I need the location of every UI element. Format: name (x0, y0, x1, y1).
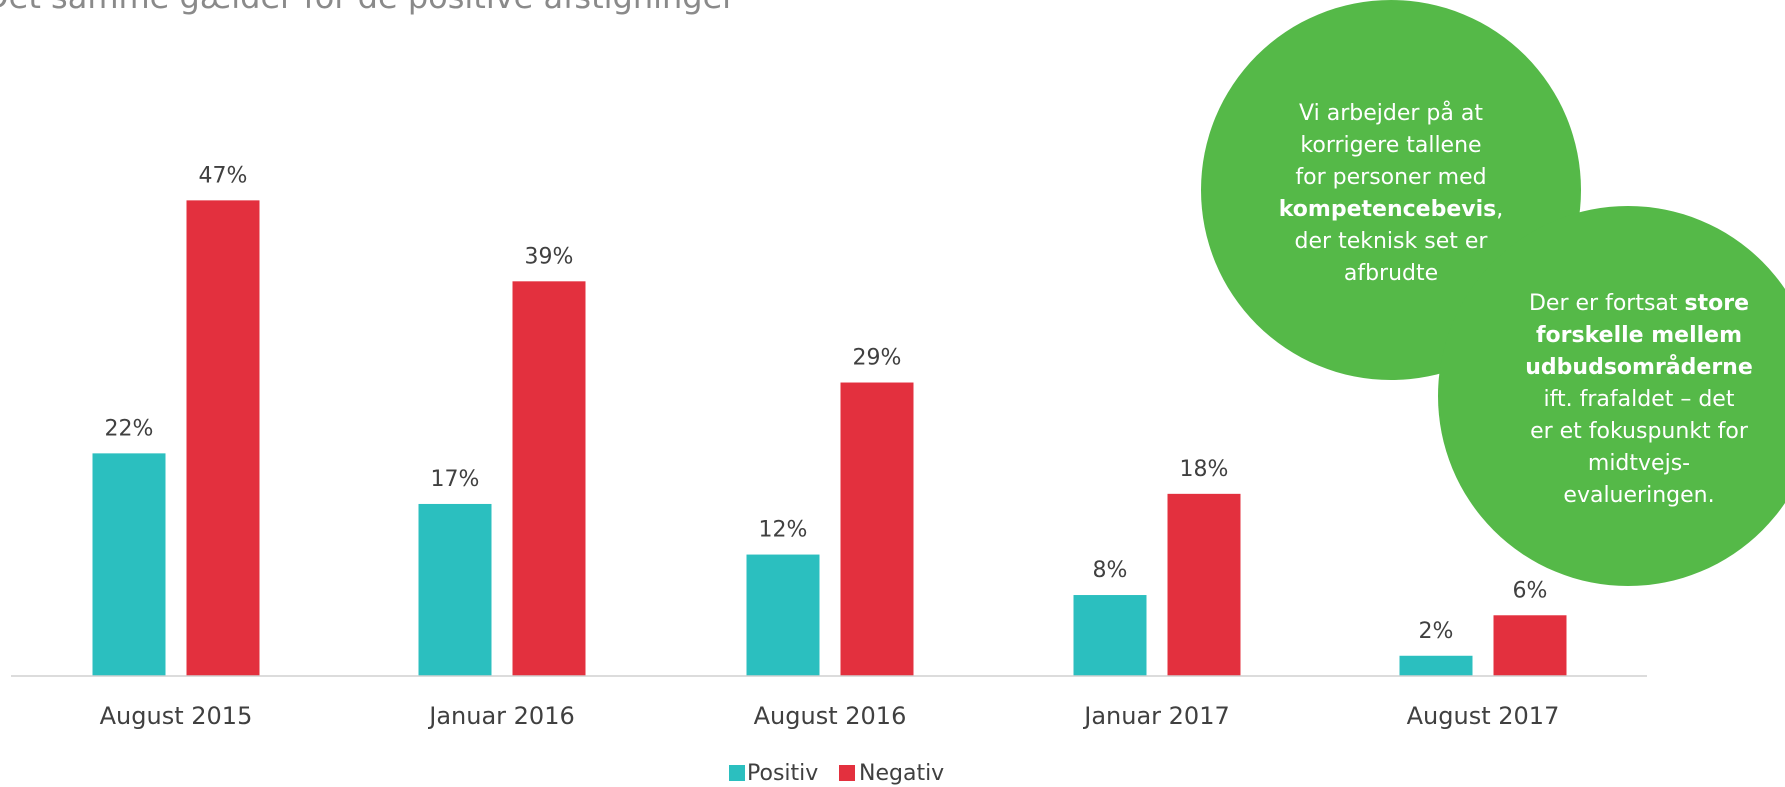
bar (1167, 493, 1241, 676)
x-tick-label: Januar 2017 (1082, 702, 1230, 730)
bar (1073, 595, 1147, 676)
x-tick-label: Januar 2016 (427, 702, 575, 730)
value-label: 8% (1093, 558, 1128, 583)
bubble-text-run: der teknisk set er (1295, 229, 1489, 254)
value-label: 22% (105, 416, 154, 441)
bubble-text-run: ift. frafaldet – det (1544, 387, 1735, 412)
bubble-text: kompetencebevis, (1279, 197, 1503, 222)
bubble-text-run: midtvejs- (1588, 451, 1690, 476)
legend-swatch (729, 765, 745, 781)
bubble-text-run: forskelle mellem (1536, 323, 1742, 348)
bubble-text: forskelle mellem (1536, 323, 1742, 348)
bubble-text: korrigere tallene (1300, 133, 1481, 158)
bubble-text: Der er fortsat store (1529, 291, 1749, 316)
x-tick-label: August 2016 (754, 702, 907, 730)
value-label: 6% (1513, 578, 1548, 603)
bubble-text: er et fokuspunkt for (1530, 419, 1749, 444)
bubble-text: Vi arbejder på at (1299, 100, 1483, 126)
bar (512, 281, 586, 676)
bubble-text: ift. frafaldet – det (1544, 387, 1735, 412)
bubble-text: evalueringen. (1563, 483, 1714, 508)
bubble-text-run: store (1685, 291, 1750, 316)
bubble (1438, 206, 1785, 586)
bar (186, 200, 260, 677)
value-label: 18% (1180, 457, 1229, 482)
bubble-text: afbrudte (1344, 261, 1438, 286)
value-label: 12% (759, 518, 808, 543)
bubble-text: for personer med (1295, 165, 1486, 190)
bubble-text-run: korrigere tallene (1300, 133, 1481, 158)
bubble-text-run: Der er fortsat (1529, 291, 1685, 316)
bubble-text: udbudsområderne (1525, 354, 1753, 380)
chart-title: Det samme gælder for de positive afstign… (0, 0, 736, 16)
bubble-text-run: , (1496, 197, 1503, 222)
bubble-text-run: evalueringen. (1563, 483, 1714, 508)
bubble-text: der teknisk set er (1295, 229, 1489, 254)
bar (418, 503, 492, 676)
bubble-text-run: er et fokuspunkt for (1530, 419, 1749, 444)
bar (1493, 615, 1567, 676)
bubble-text-run: afbrudte (1344, 261, 1438, 286)
bar (840, 382, 914, 676)
legend-label: Negativ (859, 761, 944, 786)
x-tick-label: August 2017 (1407, 702, 1560, 730)
bubble-text: midtvejs- (1588, 451, 1690, 476)
bubble-text-run: udbudsområderne (1525, 354, 1753, 380)
legend-swatch (839, 765, 855, 781)
bubble-text-run: kompetencebevis (1279, 197, 1496, 222)
bar (92, 453, 166, 676)
bubble-text-run: Vi arbejder på at (1299, 100, 1483, 126)
value-label: 17% (431, 467, 480, 492)
bar (1399, 655, 1473, 676)
bubble-text-run: for personer med (1295, 165, 1486, 190)
value-label: 29% (853, 346, 902, 371)
value-label: 39% (525, 244, 574, 269)
legend-label: Positiv (747, 761, 818, 786)
x-tick-label: August 2015 (100, 702, 253, 730)
value-label: 2% (1419, 619, 1454, 644)
value-label: 47% (199, 163, 248, 188)
bar (746, 554, 820, 676)
